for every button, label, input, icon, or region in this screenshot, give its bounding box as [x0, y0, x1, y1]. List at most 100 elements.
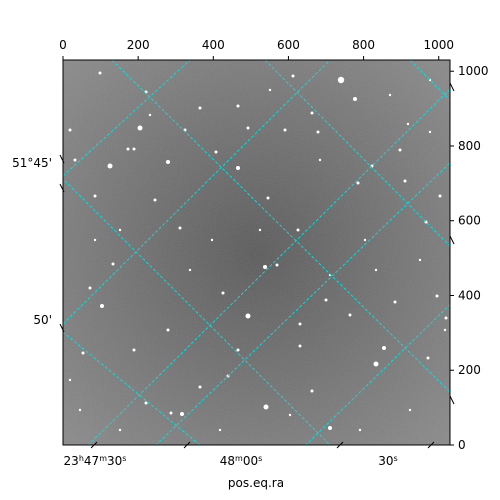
left-tick-label: 51°45'	[12, 156, 52, 170]
bottom-border-tick	[336, 441, 344, 449]
star	[68, 378, 72, 382]
top-tick-label: 1000	[423, 38, 454, 52]
grid-line	[409, 60, 450, 101]
star	[111, 262, 115, 266]
star	[403, 179, 407, 183]
star	[218, 428, 222, 432]
star	[169, 411, 173, 415]
top-tick-label: 800	[352, 38, 375, 52]
grid-line	[63, 178, 331, 445]
star	[398, 148, 402, 152]
star	[298, 322, 302, 326]
top-axis: 0 200 400 600 800 1000	[59, 38, 454, 60]
grid-line	[0, 10, 63, 60]
star	[388, 93, 392, 97]
star	[132, 348, 136, 352]
right-axis: 0 200 400 600 800 1000	[449, 64, 489, 452]
star	[107, 163, 113, 169]
star	[73, 158, 77, 162]
plot-frame	[62, 59, 451, 446]
star	[443, 328, 447, 332]
star	[310, 389, 314, 393]
right-border-tick	[449, 82, 455, 92]
star	[373, 361, 379, 367]
star	[178, 226, 182, 230]
star	[418, 258, 422, 262]
star	[100, 304, 104, 308]
bottom-border-tick	[427, 441, 435, 449]
star	[236, 104, 240, 108]
star	[408, 408, 412, 412]
star	[374, 268, 378, 272]
right-tick-label: 200	[458, 363, 481, 377]
left-tick-label: 50'	[33, 313, 52, 327]
top-tick-label: 200	[127, 38, 150, 52]
star	[393, 300, 397, 304]
grid-line	[63, 60, 191, 177]
star	[296, 228, 300, 232]
star	[268, 88, 272, 92]
star	[316, 130, 320, 134]
coordinate-grid	[0, 10, 450, 445]
bottom-tick-label: 30s	[378, 454, 397, 469]
left-axis: 51°45' 50'	[12, 154, 65, 333]
left-border-tick	[59, 154, 65, 164]
bottom-border-tick	[90, 441, 98, 449]
star	[221, 291, 225, 295]
grid-line	[264, 60, 450, 247]
star	[98, 71, 102, 75]
right-tick-label: 400	[458, 288, 481, 302]
star	[118, 428, 122, 432]
star	[68, 128, 72, 132]
x-axis-title: pos.eq.ra	[228, 476, 284, 490]
star	[298, 344, 302, 348]
bottom-axis: 23h47m30s 48m00s 30s	[64, 441, 435, 469]
star	[356, 181, 360, 185]
star	[198, 106, 202, 110]
star	[166, 328, 170, 332]
grid-line	[87, 88, 450, 445]
right-tick-label: 600	[458, 214, 481, 228]
star	[78, 408, 82, 412]
image-panel	[0, 10, 450, 445]
star	[166, 160, 170, 164]
star	[275, 263, 279, 267]
star	[438, 194, 442, 198]
star	[288, 413, 292, 417]
star	[258, 228, 262, 232]
star	[132, 147, 136, 151]
star	[318, 158, 322, 162]
right-tick-label: 1000	[458, 64, 489, 78]
star	[266, 196, 270, 200]
grid-line	[63, 60, 331, 325]
left-border-tick	[59, 323, 65, 333]
star	[406, 122, 410, 126]
star	[263, 265, 267, 269]
star	[210, 238, 214, 242]
star	[180, 412, 184, 416]
star	[93, 238, 97, 242]
star	[291, 74, 295, 78]
star	[214, 150, 218, 154]
grid-line	[305, 304, 450, 445]
star	[93, 194, 97, 198]
bottom-tick-label: 23h47m30s	[64, 454, 127, 469]
star	[126, 147, 130, 151]
grid-line	[155, 162, 450, 445]
star	[426, 356, 430, 360]
star	[81, 351, 85, 355]
star	[444, 316, 448, 320]
right-border-tick	[449, 395, 455, 405]
star	[435, 294, 439, 298]
star	[363, 238, 367, 242]
star	[188, 268, 192, 272]
star	[198, 385, 202, 389]
sky-noise	[63, 60, 450, 445]
right-tick-label: 0	[458, 438, 466, 452]
left-border-tick	[59, 183, 65, 193]
star	[236, 348, 240, 352]
star	[88, 286, 92, 290]
star	[310, 111, 314, 115]
star	[358, 428, 362, 432]
